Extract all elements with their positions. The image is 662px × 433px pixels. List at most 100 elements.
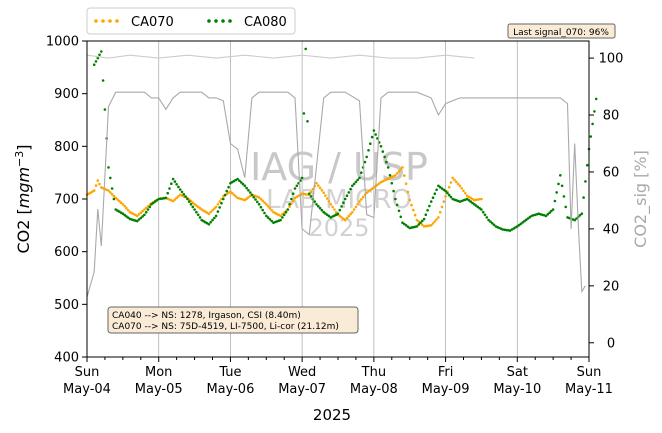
point-ca080	[121, 212, 125, 215]
point-ca070	[324, 194, 327, 197]
point-ca070	[435, 218, 438, 221]
point-ca070	[232, 193, 236, 197]
point-ca080	[444, 189, 447, 193]
point-ca070	[429, 224, 433, 227]
point-ca080	[403, 222, 406, 226]
point-ca070	[96, 179, 100, 182]
point-ca070	[442, 200, 446, 203]
point-ca080	[254, 198, 257, 201]
point-ca080	[295, 184, 299, 188]
point-ca070	[431, 222, 435, 225]
point-ca080	[442, 188, 446, 192]
point-ca080	[550, 209, 553, 213]
left-y-tick-label: 400	[54, 351, 79, 366]
point-ca070	[320, 189, 324, 192]
point-ca070	[116, 198, 119, 201]
point-ca080	[419, 221, 422, 224]
point-ca080	[94, 60, 98, 63]
point-ca070	[322, 191, 326, 194]
left-y-tick-label: 500	[54, 298, 79, 313]
point-ca080	[170, 182, 173, 185]
point-ca080	[340, 205, 343, 208]
point-ca080	[480, 208, 483, 211]
point-ca080	[422, 217, 426, 221]
point-ca080	[182, 193, 186, 196]
point-ca070	[195, 204, 198, 207]
point-ca080	[395, 203, 399, 207]
point-ca080	[473, 203, 476, 206]
point-ca080	[424, 213, 428, 216]
point-ca070	[309, 190, 313, 194]
point-ca070	[399, 168, 403, 171]
point-ca080	[428, 204, 431, 208]
point-ca070	[143, 208, 146, 211]
point-ca070	[449, 181, 453, 184]
legend-label-ca080: CA080	[244, 15, 287, 30]
point-ca080	[593, 110, 596, 113]
last-signal-frame	[507, 23, 616, 39]
point-ca080	[401, 221, 404, 224]
point-ca080	[440, 187, 444, 190]
point-ca070	[340, 216, 343, 219]
point-ca070	[338, 214, 342, 218]
point-ca080	[336, 212, 340, 215]
point-ca070	[376, 183, 379, 187]
point-ca070	[327, 200, 331, 203]
x-tick-label-date: May-10	[493, 382, 541, 397]
point-ca070	[270, 208, 274, 212]
point-ca070	[437, 216, 440, 219]
x-axis-label: 2025	[313, 406, 351, 424]
point-ca080	[467, 199, 471, 202]
point-ca080	[173, 180, 177, 183]
x-tick-label-date: May-07	[278, 382, 326, 397]
point-ca070	[401, 166, 404, 169]
point-ca080	[431, 196, 435, 199]
point-ca080	[241, 182, 245, 186]
point-ca070	[347, 214, 351, 218]
point-ca080	[139, 216, 143, 220]
point-ca080	[245, 186, 248, 190]
point-ca070	[119, 201, 123, 204]
point-ca080	[103, 108, 107, 111]
point-ca080	[385, 160, 388, 164]
point-ca080	[148, 205, 152, 209]
point-ca070	[92, 189, 96, 192]
point-ca070	[421, 223, 424, 227]
point-ca080	[137, 218, 141, 221]
point-ca070	[394, 174, 397, 177]
point-ca080	[351, 184, 354, 188]
point-ca080	[250, 193, 254, 197]
point-ca070	[229, 190, 232, 193]
point-ca080	[580, 212, 584, 215]
point-ca070	[220, 197, 223, 201]
legend-box	[86, 7, 296, 35]
point-ca080	[101, 79, 105, 82]
point-ca070	[263, 201, 266, 204]
point-ca070	[123, 204, 126, 208]
point-ca080	[523, 219, 526, 223]
point-ca070	[480, 197, 483, 201]
point-ca080	[446, 191, 449, 195]
point-ca070	[460, 187, 464, 190]
point-ca080	[196, 213, 200, 217]
series-sig-lightgray	[86, 54, 475, 59]
point-ca080	[144, 210, 148, 214]
x-tick-label-day: Sun	[75, 365, 100, 380]
point-ca080	[286, 208, 290, 211]
point-ca080	[268, 218, 272, 221]
point-ca080	[388, 174, 392, 177]
right-y-axis: 0 20 40 60 80 100	[589, 52, 623, 351]
point-ca070	[440, 205, 444, 209]
point-ca080	[218, 206, 221, 209]
x-tick-label-day: Sat	[507, 365, 528, 380]
point-ca070	[213, 207, 216, 210]
point-ca070	[318, 186, 322, 190]
point-ca070	[94, 184, 98, 187]
point-ca080	[404, 224, 408, 227]
point-ca080	[370, 135, 374, 139]
point-ca070	[451, 176, 455, 180]
point-ca080	[481, 210, 485, 214]
point-ca080	[320, 208, 324, 212]
point-ca080	[553, 199, 557, 203]
point-ca080	[392, 189, 395, 193]
